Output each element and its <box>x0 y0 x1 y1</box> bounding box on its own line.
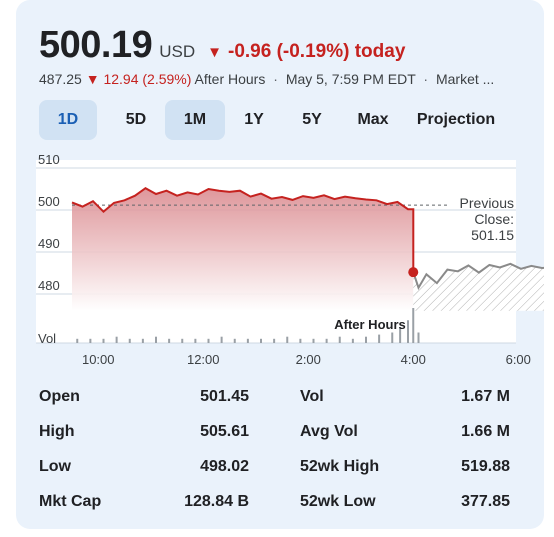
separator: · <box>273 71 278 87</box>
down-triangle-icon: ▼ <box>85 71 100 87</box>
stat-value-mkt-cap: 128.84 B <box>184 493 249 510</box>
stats-row: Mkt Cap 128.84 B 52wk Low 377.85 <box>39 489 511 524</box>
volume-bar <box>207 338 210 343</box>
regular-session-area <box>72 188 414 311</box>
tab-5d[interactable]: 5D <box>125 111 147 128</box>
volume-bar <box>351 338 354 343</box>
volume-bar <box>155 336 157 343</box>
volume-bar <box>338 336 341 343</box>
volume-bar <box>102 338 105 343</box>
volume-bar <box>325 338 328 343</box>
stats-table: Open 501.45 Vol 1.67 M High 505.61 Avg V… <box>39 384 511 524</box>
stats-row: High 505.61 Avg Vol 1.66 M <box>39 419 511 454</box>
volume-bar <box>399 327 402 343</box>
stat-value-low: 498.02 <box>200 458 249 475</box>
stat-value-avg-vol: 1.66 M <box>461 423 510 440</box>
after-hours-price: 487.25 <box>39 71 82 87</box>
market-note: Market ... <box>435 71 495 87</box>
volume-label: Vol <box>38 331 56 346</box>
tab-max[interactable]: Max <box>357 111 389 128</box>
volume-bar <box>89 338 92 343</box>
y-tick-label: 490 <box>38 236 60 251</box>
x-tick-label: 4:00 <box>401 352 426 367</box>
tab-1m[interactable]: 1M <box>165 100 225 140</box>
after-hours-row: 487.25 ▼ 12.94 (2.59%) After Hours · May… <box>39 71 517 87</box>
volume-bar <box>181 338 184 343</box>
stat-label-52wk-high: 52wk High <box>300 458 380 475</box>
stat-label-mkt-cap: Mkt Cap <box>39 493 102 510</box>
volume-bar <box>246 338 249 343</box>
tab-1y[interactable]: 1Y <box>244 111 264 128</box>
close-point <box>408 267 419 278</box>
after-hours-change-text: 12.94 (2.59%) <box>103 71 192 87</box>
stat-label-avg-vol: Avg Vol <box>300 423 358 440</box>
separator: · <box>423 71 429 87</box>
after-hours-label: After Hours <box>194 71 266 87</box>
price-change-text: -0.96 (-0.19%) today <box>228 41 406 62</box>
range-tabs: 1D 5D 1M 1Y 5Y Max Projection <box>39 100 507 140</box>
volume-bar <box>365 336 367 343</box>
volume-bar <box>168 338 171 343</box>
volume-bar <box>220 336 223 343</box>
stat-label-vol: Vol <box>300 388 324 405</box>
stat-value-high: 505.61 <box>200 423 249 440</box>
tab-1d[interactable]: 1D <box>39 100 97 140</box>
after-hours-change: ▼ 12.94 (2.59%) <box>86 71 195 87</box>
price-chart: 510 500 490 480 Previous Close: 501.15 Vol … <box>16 150 554 380</box>
volume-bar <box>260 338 262 343</box>
stats-row: Open 501.45 Vol 1.67 M <box>39 384 511 419</box>
volume-bar <box>417 332 420 343</box>
currency-label: USD <box>159 42 196 61</box>
down-triangle-icon: ▼ <box>207 44 222 61</box>
volume-bar <box>76 338 79 343</box>
previous-close-value: 501.15 <box>471 227 514 243</box>
stat-value-open: 501.45 <box>200 388 249 405</box>
y-tick-label: 510 <box>38 152 60 167</box>
stat-label-52wk-low: 52wk Low <box>300 493 376 510</box>
volume-bar <box>273 338 276 343</box>
volume-bar <box>378 334 381 343</box>
stats-row: Low 498.02 52wk High 519.88 <box>39 454 511 489</box>
volume-bar <box>194 338 197 343</box>
price-header: 500.19 USD ▼ -0.96 (-0.19%) today <box>39 24 405 67</box>
previous-close-label: Close: <box>474 211 514 227</box>
stat-label-high: High <box>39 423 75 440</box>
timestamp: May 5, 7:59 PM EDT <box>285 71 416 87</box>
stat-value-52wk-high: 519.88 <box>461 458 510 475</box>
y-tick-label: 500 <box>38 194 60 209</box>
volume-bar <box>233 338 236 343</box>
after-hours-chart-label: After Hours <box>334 317 406 332</box>
volume-bar <box>391 332 394 343</box>
volume-bar <box>115 336 118 343</box>
after-hours-line <box>412 262 554 291</box>
stat-label-open: Open <box>39 388 80 405</box>
x-tick-label: 6:00 <box>506 352 531 367</box>
stat-value-52wk-low: 377.85 <box>461 493 510 510</box>
tab-5y[interactable]: 5Y <box>302 111 322 128</box>
volume-bar <box>141 338 144 343</box>
volume-bar <box>412 308 415 343</box>
current-price: 500.19 <box>39 24 153 66</box>
after-hours-area <box>413 263 554 311</box>
y-tick-label: 480 <box>38 278 60 293</box>
stat-label-low: Low <box>39 458 71 475</box>
x-tick-label: 2:00 <box>296 352 321 367</box>
price-change: ▼ -0.96 (-0.19%) today <box>207 41 405 63</box>
x-tick-label: 12:00 <box>187 352 220 367</box>
regular-session-line <box>71 187 415 273</box>
volume-bar <box>299 338 302 343</box>
volume-bar <box>407 320 409 343</box>
x-tick-label: 10:00 <box>82 352 115 367</box>
previous-close-label: Previous <box>460 195 514 211</box>
volume-bar <box>128 338 131 343</box>
stat-value-vol: 1.67 M <box>461 388 510 405</box>
volume-bar <box>312 338 315 343</box>
volume-bar <box>286 336 289 343</box>
tab-projection[interactable]: Projection <box>416 111 496 128</box>
